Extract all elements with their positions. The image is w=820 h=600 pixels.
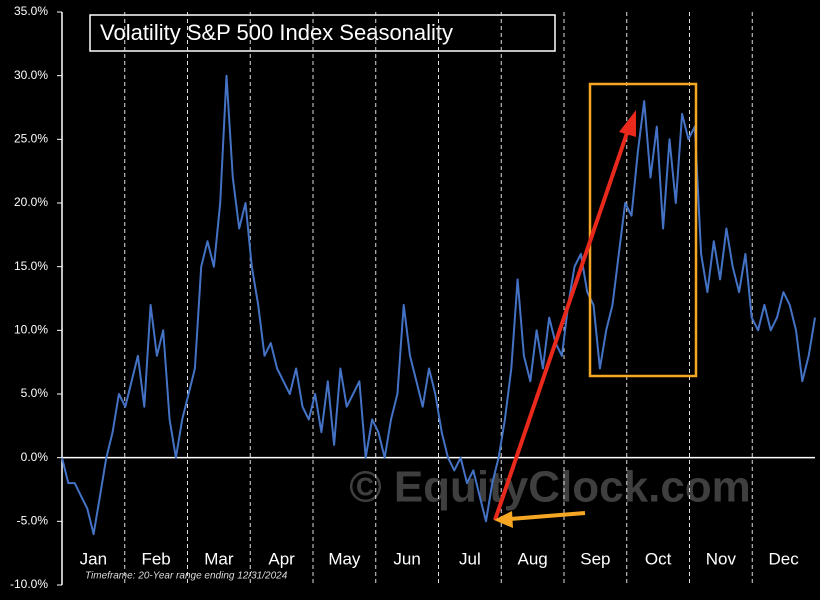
y-tick-label: 30.0% [14, 68, 48, 82]
y-tick-label: 5.0% [21, 386, 49, 400]
orange-arrow [509, 511, 586, 521]
title-box [89, 14, 556, 52]
red-arrow [493, 129, 630, 521]
y-tick-label: -5.0% [17, 514, 49, 528]
x-tick-label: Jun [393, 549, 420, 568]
y-tick-label: 0.0% [21, 450, 49, 464]
x-tick-label: Nov [706, 549, 737, 568]
annotations [493, 82, 698, 528]
x-tick-label: Oct [645, 549, 672, 568]
y-tick-label: 35.0% [14, 4, 48, 18]
x-tick-label: Apr [268, 549, 295, 568]
x-tick-label: Sep [580, 549, 610, 568]
x-tick-label: Jul [459, 549, 481, 568]
red-arrowhead [619, 110, 636, 137]
watermark: © EquityClock.com [349, 463, 751, 512]
highlight-box [588, 82, 698, 378]
x-tick-label: Aug [518, 549, 548, 568]
y-tick-label: 10.0% [14, 323, 48, 337]
y-tick-label: 25.0% [14, 132, 48, 146]
y-tick-label: 20.0% [14, 195, 48, 209]
orange-arrowhead [494, 511, 513, 528]
chart-title: Volatility S&P 500 Index Seasonality [100, 20, 453, 45]
x-tick-label: Jan [80, 549, 107, 568]
series-line [61, 74, 816, 536]
x-tick-label: Feb [141, 549, 170, 568]
x-tick-label: Dec [769, 549, 800, 568]
x-tick-label: May [328, 549, 361, 568]
y-tick-label: -10.0% [10, 577, 48, 591]
y-tick-label: 15.0% [14, 259, 48, 273]
footnote: Timeframe: 20-Year range ending 12/31/20… [85, 571, 288, 582]
x-tick-label: Mar [204, 549, 234, 568]
